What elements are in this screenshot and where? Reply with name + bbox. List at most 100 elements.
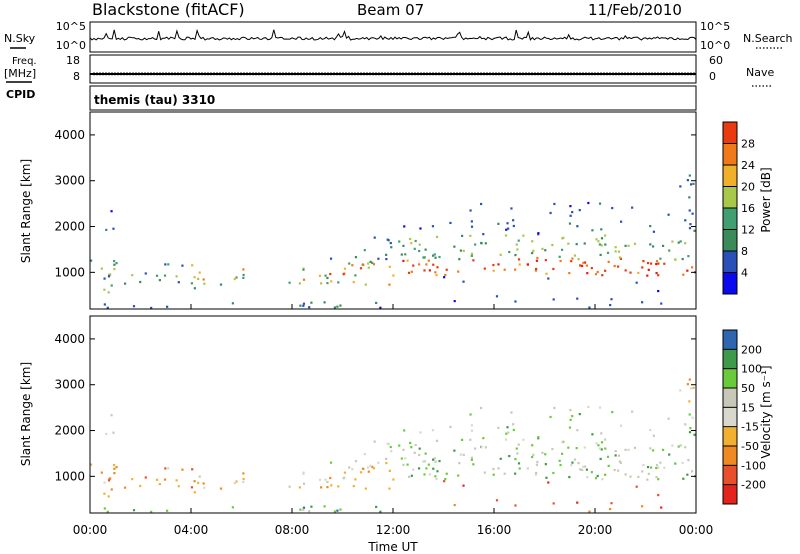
power-point xyxy=(354,256,358,259)
power-point xyxy=(398,240,401,243)
velocity-point xyxy=(531,444,534,447)
power-point xyxy=(599,253,602,257)
velocity-point xyxy=(123,486,127,489)
power-point xyxy=(646,261,650,265)
nsearch-ytick-bottom: 10^0 xyxy=(700,39,730,52)
velocity-point xyxy=(443,480,446,483)
power-point xyxy=(646,274,649,277)
nsky-trace xyxy=(89,28,697,41)
velocity-point xyxy=(573,458,577,461)
power-point xyxy=(544,249,547,252)
power-point xyxy=(649,224,652,228)
velocity-point xyxy=(684,423,687,426)
velocity-point xyxy=(202,482,205,485)
velocity-point xyxy=(427,463,430,466)
velocity-point xyxy=(453,503,456,507)
power-point xyxy=(459,249,462,252)
power-point xyxy=(484,242,487,245)
velocity-point xyxy=(410,446,413,449)
velocity-point xyxy=(308,510,311,513)
nsky-panel-frame xyxy=(89,21,697,53)
power-point xyxy=(492,269,495,272)
power-point xyxy=(679,240,682,243)
velocity-point xyxy=(406,463,409,466)
velocity-point xyxy=(320,486,323,489)
power-point xyxy=(231,302,234,305)
colorbar-swatch xyxy=(723,208,737,230)
power-point xyxy=(106,306,109,309)
power-point xyxy=(373,236,376,239)
velocity-point xyxy=(190,486,194,489)
colorbar-swatch xyxy=(723,251,737,273)
power-point xyxy=(461,234,464,237)
velocity-point xyxy=(444,477,447,481)
power-point xyxy=(514,300,517,303)
power-point xyxy=(436,266,439,269)
velocity-point xyxy=(150,510,153,514)
velocity-point xyxy=(617,454,621,457)
velocity-point xyxy=(403,429,406,432)
velocity-point xyxy=(600,441,604,444)
power-point xyxy=(181,264,184,267)
power-point xyxy=(650,262,653,265)
power-point xyxy=(462,280,465,283)
power-point xyxy=(392,274,395,277)
power-point xyxy=(512,224,515,228)
velocity-point xyxy=(687,459,690,462)
power-point xyxy=(323,301,326,304)
velocity-point xyxy=(106,510,109,513)
velocity-point xyxy=(594,477,598,480)
power-point xyxy=(651,245,655,248)
power-point xyxy=(385,253,388,256)
x-tick-label: 12:00 xyxy=(376,523,411,537)
velocity-point xyxy=(611,410,614,414)
power-point xyxy=(600,228,603,231)
power-point xyxy=(585,264,588,267)
velocity-point xyxy=(609,507,612,511)
colorbar-swatch xyxy=(723,426,737,447)
velocity-point xyxy=(175,479,178,482)
power-point xyxy=(504,234,508,237)
velocity-point xyxy=(567,446,570,449)
velocity-point xyxy=(614,450,617,453)
power-point xyxy=(607,260,610,263)
velocity-point xyxy=(627,448,630,451)
velocity-point xyxy=(418,447,421,450)
colorbar-tick-label: 50 xyxy=(741,382,755,395)
velocity-point xyxy=(423,473,426,476)
power-point xyxy=(598,243,601,246)
power-point xyxy=(90,259,93,262)
velocity-point xyxy=(607,464,610,467)
x-tick-label: 08:00 xyxy=(275,523,310,537)
power-point xyxy=(506,222,509,225)
velocity-point xyxy=(181,468,184,471)
power-point xyxy=(577,258,580,261)
velocity-point xyxy=(193,480,196,483)
velocity-point xyxy=(551,447,554,451)
power-point xyxy=(690,266,694,269)
velocity-point xyxy=(107,495,110,498)
power-point xyxy=(198,271,201,274)
velocity-point xyxy=(505,432,508,435)
power-point xyxy=(641,301,644,304)
power-point xyxy=(445,268,448,271)
power-point xyxy=(553,202,556,206)
power-point xyxy=(470,252,474,255)
power-point xyxy=(668,249,671,252)
velocity-point xyxy=(576,429,579,432)
power-point xyxy=(559,259,562,263)
velocity-point xyxy=(661,448,665,452)
velocity-point xyxy=(532,453,535,456)
colorbar-tick-label: -15 xyxy=(741,421,759,434)
colorbar-swatch xyxy=(723,272,737,295)
power-point xyxy=(587,201,590,205)
power-point xyxy=(388,283,391,286)
power-point xyxy=(388,265,391,268)
power-point xyxy=(686,269,689,272)
velocity-point xyxy=(590,471,593,474)
power-point xyxy=(107,275,111,278)
colorbar-swatch xyxy=(723,330,737,350)
power-point xyxy=(517,258,521,261)
power-point xyxy=(547,277,550,280)
power-point xyxy=(569,205,572,208)
